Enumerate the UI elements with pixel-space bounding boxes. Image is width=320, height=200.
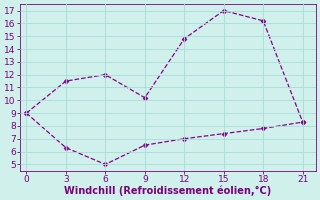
X-axis label: Windchill (Refroidissement éolien,°C): Windchill (Refroidissement éolien,°C) [64, 185, 271, 196]
